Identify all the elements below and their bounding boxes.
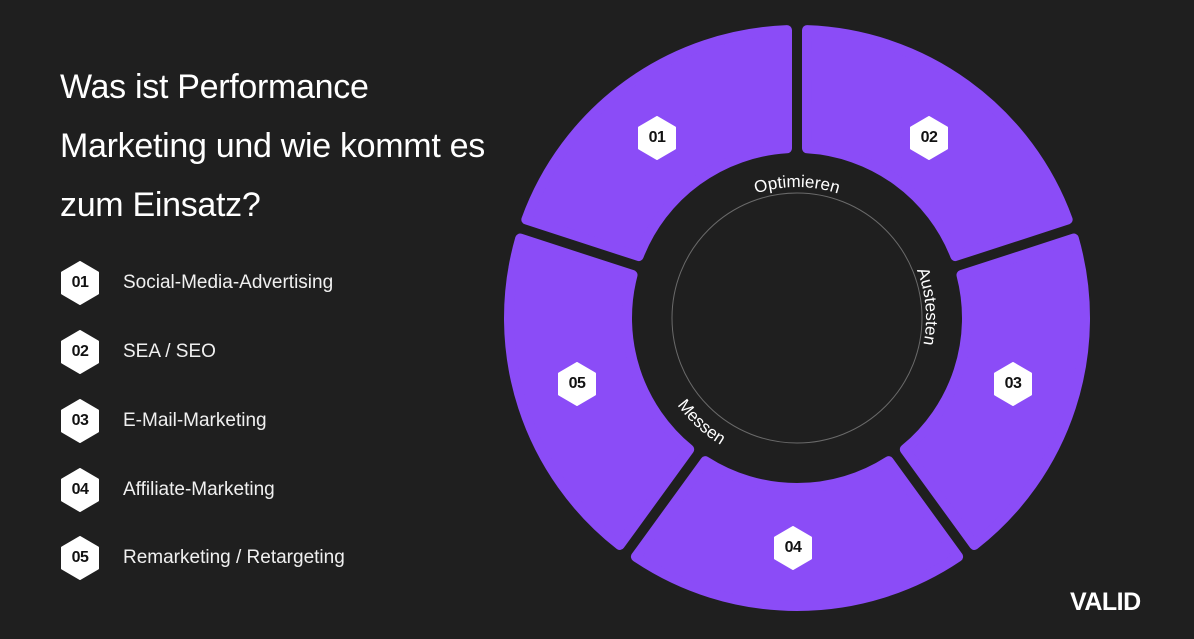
badge-number: 01: [71, 274, 89, 291]
segment-badge-03: 03: [993, 362, 1033, 406]
hexagon-badge: 05: [60, 536, 100, 580]
list-item: 03 E-Mail-Marketing: [60, 399, 267, 443]
list-item: 04 Affiliate-Marketing: [60, 468, 275, 512]
list-label: E-Mail-Marketing: [123, 410, 267, 431]
badge-number: 02: [920, 129, 938, 146]
page-title: Was ist Performance Marketing und wie ko…: [60, 68, 485, 224]
hexagon-badge: 01: [60, 261, 100, 305]
hexagon-badge: 03: [60, 399, 100, 443]
segment-badge-05: 05: [557, 362, 597, 406]
badge-number: 01: [648, 129, 666, 146]
label-optimieren: Optimieren: [752, 172, 842, 197]
label-austesten: Austesten: [913, 265, 941, 347]
badge-number: 05: [568, 375, 586, 392]
inner-circle: [671, 192, 923, 444]
list-label: SEA / SEO: [123, 341, 216, 362]
hexagon-badge: 02: [60, 330, 100, 374]
badge-number: 02: [71, 343, 89, 360]
valid-logo: VALID: [1070, 588, 1141, 616]
badge-number: 04: [784, 539, 802, 556]
hexagon-badge: 04: [60, 468, 100, 512]
segment-05: [504, 233, 695, 550]
badge-number: 03: [71, 412, 89, 429]
badge-number: 04: [71, 481, 89, 498]
list-item: 02 SEA / SEO: [60, 330, 216, 374]
list-item: 01 Social-Media-Advertising: [60, 261, 333, 305]
segment-badge-01: 01: [637, 116, 677, 160]
badge-number: 03: [1004, 375, 1022, 392]
segment-badge-02: 02: [909, 116, 949, 160]
list-item: 05 Remarketing / Retargeting: [60, 536, 345, 580]
list-label: Remarketing / Retargeting: [123, 547, 345, 568]
badge-number: 05: [71, 549, 89, 566]
list-label: Social-Media-Advertising: [123, 272, 334, 293]
list-label: Affiliate-Marketing: [123, 479, 275, 500]
segment-badge-04: 04: [773, 526, 813, 570]
